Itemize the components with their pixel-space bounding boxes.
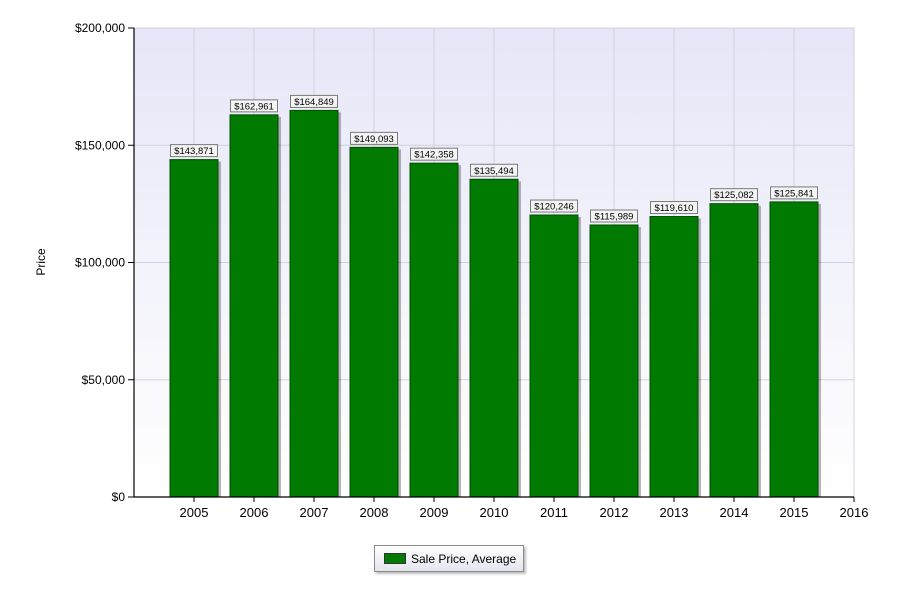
bar xyxy=(229,114,279,498)
data-label: $142,358 xyxy=(410,147,458,161)
data-label-text: $143,871 xyxy=(174,146,214,157)
data-label-text: $125,082 xyxy=(714,190,754,201)
bar xyxy=(529,214,579,498)
x-tick-label: 2014 xyxy=(720,505,749,520)
data-label-text: $164,849 xyxy=(294,97,334,108)
legend-label: Sale Price, Average xyxy=(411,551,517,566)
data-label-text: $120,246 xyxy=(534,202,574,213)
data-label-box xyxy=(710,188,758,202)
data-label-box xyxy=(170,144,218,158)
bar xyxy=(289,109,339,498)
x-tick-label: 2010 xyxy=(480,505,509,520)
data-label: $115,989 xyxy=(590,209,638,223)
x-tick-label: 2008 xyxy=(360,505,389,520)
data-label-text: $142,358 xyxy=(414,150,454,161)
bar xyxy=(409,162,459,498)
y-tick-label: $100,000 xyxy=(75,256,125,270)
data-label-box xyxy=(770,186,818,200)
y-axis-title: Price xyxy=(34,248,48,276)
y-tick-label: $50,000 xyxy=(82,373,126,387)
legend-swatch xyxy=(384,553,406,564)
bar xyxy=(769,201,819,498)
x-tick-label: 2015 xyxy=(780,505,809,520)
data-label: $149,093 xyxy=(350,131,398,145)
x-tick-label: 2012 xyxy=(600,505,629,520)
data-label-box xyxy=(470,163,518,177)
bar xyxy=(169,159,219,498)
data-label: $120,246 xyxy=(530,199,578,213)
data-label-box xyxy=(410,147,458,161)
bar xyxy=(349,146,399,498)
data-label: $162,961 xyxy=(230,99,278,113)
axes: $0 $50,000 $100,000 $150,000 $200,000 2005 200… xyxy=(75,21,869,520)
data-label-text: $149,093 xyxy=(354,134,394,145)
data-label: $125,841 xyxy=(770,186,818,200)
y-tick-label: $0 xyxy=(112,490,126,504)
data-label: $125,082 xyxy=(710,188,758,202)
data-label-text: $162,961 xyxy=(234,101,274,112)
bar xyxy=(589,224,639,498)
y-tick-label: $200,000 xyxy=(75,21,125,35)
data-label: $164,849 xyxy=(290,94,338,108)
data-label-text: $119,610 xyxy=(655,203,694,214)
bar xyxy=(469,178,519,498)
x-tick-label: 2006 xyxy=(240,505,269,520)
y-tick-label: $150,000 xyxy=(75,138,125,152)
bars xyxy=(169,109,821,498)
x-tick-label: 2005 xyxy=(180,505,209,520)
bar xyxy=(649,216,699,498)
x-tick-label: 2011 xyxy=(540,505,568,520)
data-label-box xyxy=(590,209,638,223)
data-label-box xyxy=(350,131,398,145)
data-label: $143,871 xyxy=(170,144,218,158)
data-label-box xyxy=(290,94,338,108)
legend: Sale Price, Average xyxy=(374,545,524,572)
bar xyxy=(709,203,759,498)
data-label: $135,494 xyxy=(470,163,518,177)
x-tick-label: 2013 xyxy=(660,505,689,520)
x-tick-label: 2016 xyxy=(840,505,869,520)
data-label-text: $115,989 xyxy=(595,212,634,223)
x-tick-label: 2007 xyxy=(300,505,329,520)
x-tick-label: 2009 xyxy=(420,505,449,520)
data-label-text: $125,841 xyxy=(774,188,814,199)
data-label-box xyxy=(650,201,698,215)
data-label: $119,610 xyxy=(650,201,698,215)
data-label-text: $135,494 xyxy=(474,166,514,177)
data-label-box xyxy=(230,99,278,113)
data-labels: $143,871 $162,961 $164,849 $149,093 $142,358… xyxy=(170,94,818,223)
data-label-box xyxy=(530,199,578,213)
